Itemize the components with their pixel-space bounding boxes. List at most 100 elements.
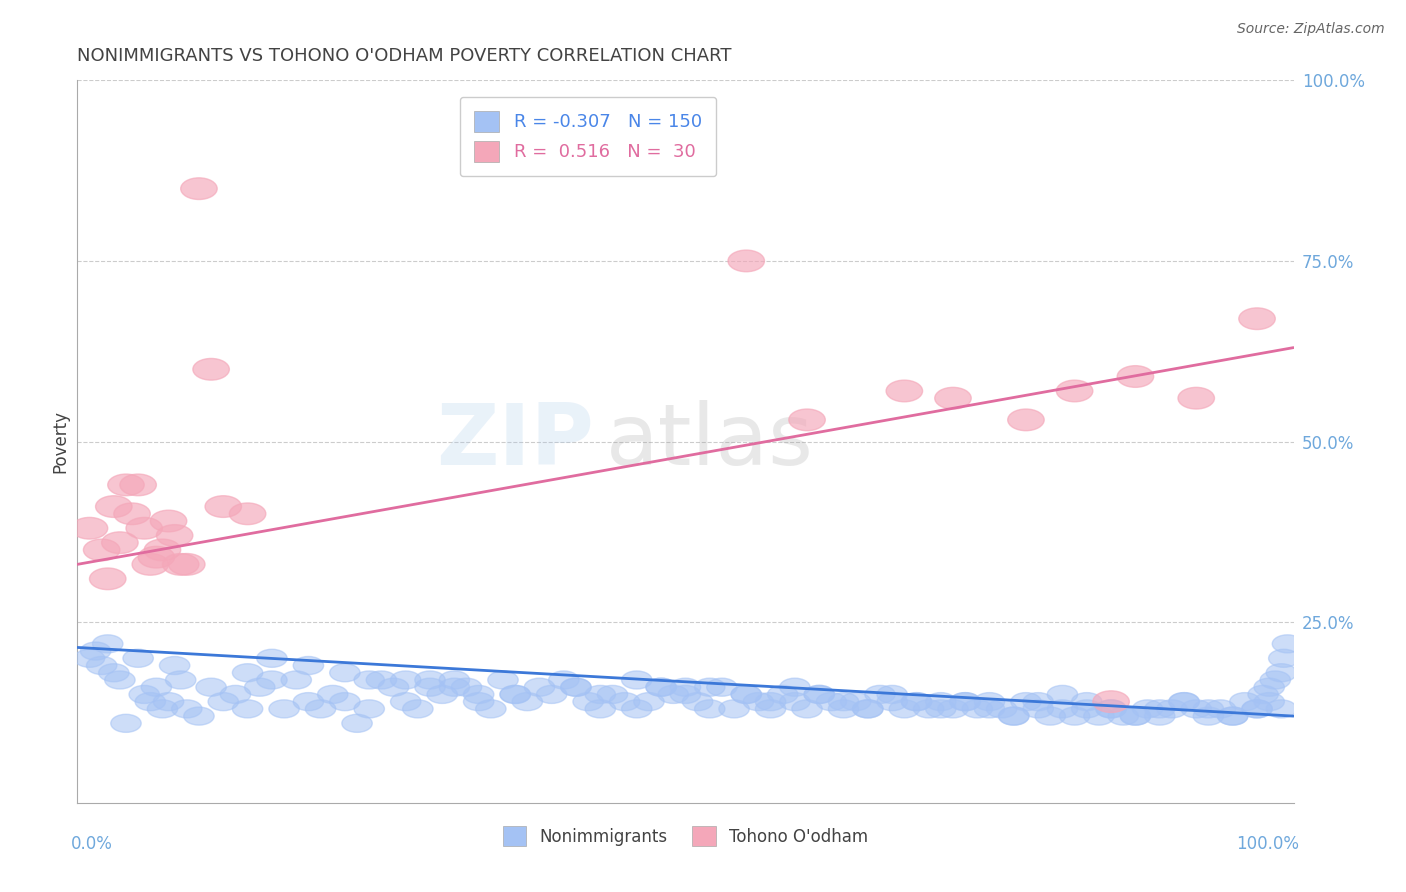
Ellipse shape [101, 532, 138, 554]
Ellipse shape [1249, 685, 1278, 704]
Ellipse shape [780, 678, 810, 697]
Ellipse shape [621, 671, 652, 689]
Ellipse shape [1035, 707, 1066, 725]
Ellipse shape [294, 657, 323, 674]
Ellipse shape [1272, 635, 1302, 653]
Ellipse shape [83, 539, 120, 561]
Ellipse shape [1144, 700, 1175, 718]
Ellipse shape [789, 409, 825, 431]
Ellipse shape [731, 685, 762, 704]
Ellipse shape [914, 700, 943, 718]
Ellipse shape [828, 700, 859, 718]
Ellipse shape [1157, 700, 1187, 718]
Ellipse shape [415, 671, 446, 689]
Ellipse shape [464, 685, 494, 704]
Ellipse shape [634, 692, 664, 711]
Ellipse shape [205, 496, 242, 517]
Ellipse shape [1118, 366, 1154, 387]
Ellipse shape [974, 692, 1005, 711]
Ellipse shape [439, 678, 470, 697]
Ellipse shape [658, 685, 689, 704]
Ellipse shape [1181, 700, 1212, 718]
Ellipse shape [645, 678, 676, 697]
Ellipse shape [561, 678, 591, 697]
Y-axis label: Poverty: Poverty [51, 410, 69, 473]
Ellipse shape [755, 700, 786, 718]
Ellipse shape [229, 503, 266, 524]
Ellipse shape [682, 692, 713, 711]
Ellipse shape [145, 539, 181, 561]
Ellipse shape [86, 657, 117, 674]
Ellipse shape [852, 700, 883, 718]
Text: atlas: atlas [606, 400, 814, 483]
Ellipse shape [163, 554, 200, 575]
Ellipse shape [294, 692, 323, 711]
Ellipse shape [925, 700, 956, 718]
Ellipse shape [257, 649, 287, 667]
Ellipse shape [501, 685, 530, 704]
Ellipse shape [169, 554, 205, 575]
Ellipse shape [75, 649, 104, 667]
Ellipse shape [1095, 700, 1126, 718]
Ellipse shape [598, 685, 627, 704]
Text: NONIMMIGRANTS VS TOHONO O'ODHAM POVERTY CORRELATION CHART: NONIMMIGRANTS VS TOHONO O'ODHAM POVERTY … [77, 47, 733, 65]
Ellipse shape [391, 671, 420, 689]
Ellipse shape [621, 700, 652, 718]
Ellipse shape [72, 517, 108, 539]
Ellipse shape [488, 671, 519, 689]
Ellipse shape [156, 524, 193, 546]
Text: 0.0%: 0.0% [72, 835, 112, 854]
Ellipse shape [378, 678, 409, 697]
Ellipse shape [1260, 671, 1291, 689]
Ellipse shape [354, 700, 384, 718]
Ellipse shape [886, 380, 922, 401]
Ellipse shape [561, 678, 591, 697]
Ellipse shape [828, 692, 859, 711]
Ellipse shape [1194, 707, 1223, 725]
Ellipse shape [1267, 700, 1296, 718]
Ellipse shape [815, 692, 846, 711]
Ellipse shape [427, 685, 457, 704]
Ellipse shape [768, 685, 799, 704]
Ellipse shape [208, 692, 239, 711]
Ellipse shape [731, 685, 762, 704]
Ellipse shape [129, 685, 159, 704]
Ellipse shape [707, 678, 737, 697]
Ellipse shape [877, 692, 907, 711]
Ellipse shape [1230, 692, 1260, 711]
Ellipse shape [998, 707, 1029, 725]
Ellipse shape [354, 671, 384, 689]
Ellipse shape [718, 700, 749, 718]
Ellipse shape [804, 685, 834, 704]
Ellipse shape [671, 678, 700, 697]
Ellipse shape [935, 387, 972, 409]
Ellipse shape [744, 692, 773, 711]
Ellipse shape [1071, 700, 1102, 718]
Ellipse shape [232, 664, 263, 681]
Ellipse shape [391, 692, 420, 711]
Ellipse shape [96, 496, 132, 517]
Ellipse shape [245, 678, 276, 697]
Ellipse shape [318, 685, 347, 704]
Ellipse shape [962, 700, 993, 718]
Ellipse shape [135, 692, 166, 711]
Ellipse shape [925, 692, 956, 711]
Ellipse shape [1008, 409, 1045, 431]
Ellipse shape [901, 692, 932, 711]
Ellipse shape [901, 692, 932, 711]
Ellipse shape [90, 568, 127, 590]
Ellipse shape [1168, 692, 1199, 711]
Ellipse shape [524, 678, 555, 697]
Ellipse shape [172, 700, 202, 718]
Text: 100.0%: 100.0% [1237, 835, 1299, 854]
Ellipse shape [1047, 700, 1077, 718]
Ellipse shape [195, 678, 226, 697]
Ellipse shape [93, 635, 122, 653]
Ellipse shape [728, 250, 765, 272]
Ellipse shape [938, 700, 969, 718]
Ellipse shape [80, 642, 111, 660]
Ellipse shape [159, 657, 190, 674]
Ellipse shape [1241, 700, 1272, 718]
Ellipse shape [1121, 707, 1150, 725]
Ellipse shape [1218, 707, 1249, 725]
